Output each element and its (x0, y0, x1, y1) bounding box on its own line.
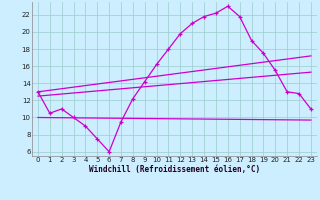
X-axis label: Windchill (Refroidissement éolien,°C): Windchill (Refroidissement éolien,°C) (89, 165, 260, 174)
